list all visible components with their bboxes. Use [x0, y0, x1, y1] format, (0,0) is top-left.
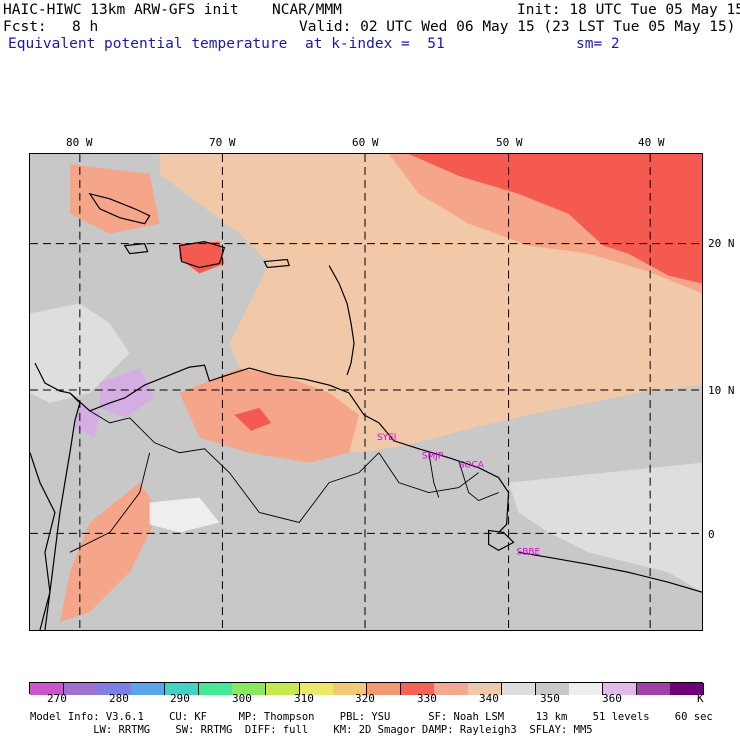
colorbar-swatch [63, 683, 98, 695]
organization: NCAR/MMM [272, 2, 342, 18]
field-name: Equivalent potential temperature [8, 36, 288, 52]
light-gray-region [149, 497, 220, 533]
colorbar-swatch [198, 683, 233, 695]
coastline-central-america [34, 362, 81, 630]
lon-label: 80 W [66, 136, 93, 149]
lon-label: 60 W [352, 136, 379, 149]
colorbar-label: 310 [294, 692, 314, 705]
lat-label: 10 N [708, 384, 735, 397]
lat-label: 20 N [708, 237, 735, 250]
coastline-amazon-mouth [488, 529, 515, 552]
border [458, 460, 499, 502]
colorbar-label: 360 [602, 692, 622, 705]
coastline-hispaniola [178, 241, 226, 269]
colorbar-swatch [333, 683, 368, 695]
station-label: SYEJ [377, 433, 396, 443]
lon-label: 50 W [496, 136, 523, 149]
colorbar-label: 350 [540, 692, 560, 705]
coastline-puerto-rico [263, 258, 291, 269]
colorbar-swatch [265, 683, 301, 695]
red-region [408, 154, 702, 284]
colorbar-swatch [400, 683, 435, 695]
lon-label: 40 W [638, 136, 665, 149]
colorbar-swatch [636, 683, 671, 695]
coastline-north-south-america [69, 364, 510, 533]
coastline-lesser-antilles [328, 265, 355, 376]
colorbar-label: 270 [47, 692, 67, 705]
station-label: SBBE [517, 547, 541, 557]
colorbar-swatch [670, 683, 705, 695]
colorbar-label: 340 [479, 692, 499, 705]
graticule [30, 154, 702, 630]
colorbar-swatch [434, 683, 469, 695]
colorbar-swatch [97, 683, 132, 695]
border [89, 410, 380, 523]
coastline-cuba [88, 192, 151, 225]
red-region [179, 241, 225, 274]
colorbar-unit: K [697, 692, 704, 705]
forecast-label: Fcst: [3, 19, 47, 35]
colorbar-swatch [468, 683, 503, 695]
model-info-line2: LW: RRTMG SW: RRTMG DIFF: full KM: 2D Sm… [30, 724, 593, 736]
colorbar-swatch [299, 683, 334, 695]
colorbar-label: 300 [232, 692, 252, 705]
lavender-region [74, 402, 100, 438]
level-index: at k-index = 51 [305, 36, 445, 52]
lon-label: 70 W [209, 136, 236, 149]
coastline-pacific [30, 452, 56, 630]
colorbar-label: 320 [355, 692, 375, 705]
valid-time: Valid: 02 UTC Wed 06 May 15 (23 LST Tue … [299, 19, 736, 35]
border [428, 452, 440, 498]
theta-e-map: SYEJ SMJP SOCA SBBE [29, 153, 703, 631]
colorbar-label: 330 [417, 692, 437, 705]
colorbar-swatch [232, 683, 267, 695]
red-region [234, 407, 272, 431]
lavender-region [99, 368, 155, 418]
colorbar-swatch [30, 683, 65, 695]
init-time: Init: 18 UTC Tue 05 May 15 [517, 2, 740, 18]
smoothing: sm= 2 [576, 36, 620, 52]
station-label: SOCA [459, 461, 485, 471]
salmon-region [59, 482, 160, 623]
model-info-line1: Model Info: V3.6.1 CU: KF MP: Thompson P… [30, 711, 713, 723]
colorbar-swatch [602, 683, 638, 695]
lat-label: 0 [708, 528, 715, 541]
colorbar-swatch [367, 683, 402, 695]
station-label: SMJP [422, 452, 444, 462]
colorbar-label: 280 [109, 692, 129, 705]
country-borders [69, 410, 499, 553]
coastline-jamaica [123, 242, 149, 255]
colorbar-swatch [164, 683, 199, 695]
colorbar-swatch [501, 683, 536, 695]
colorbar-swatch [569, 683, 604, 695]
colorbar [29, 682, 705, 695]
border [69, 452, 151, 553]
forecast-hours: 8 h [72, 19, 99, 35]
colorbar-swatch [131, 683, 166, 695]
model-title: HAIC-HIWC 13km ARW-GFS init [3, 2, 239, 18]
coastlines [30, 192, 702, 630]
salmon-region [179, 368, 360, 463]
coastline-brazil [518, 551, 702, 593]
light-gray-region [508, 462, 702, 593]
salmon-region [69, 163, 160, 234]
colorbar-swatch [535, 683, 570, 695]
colorbar-label: 290 [170, 692, 190, 705]
